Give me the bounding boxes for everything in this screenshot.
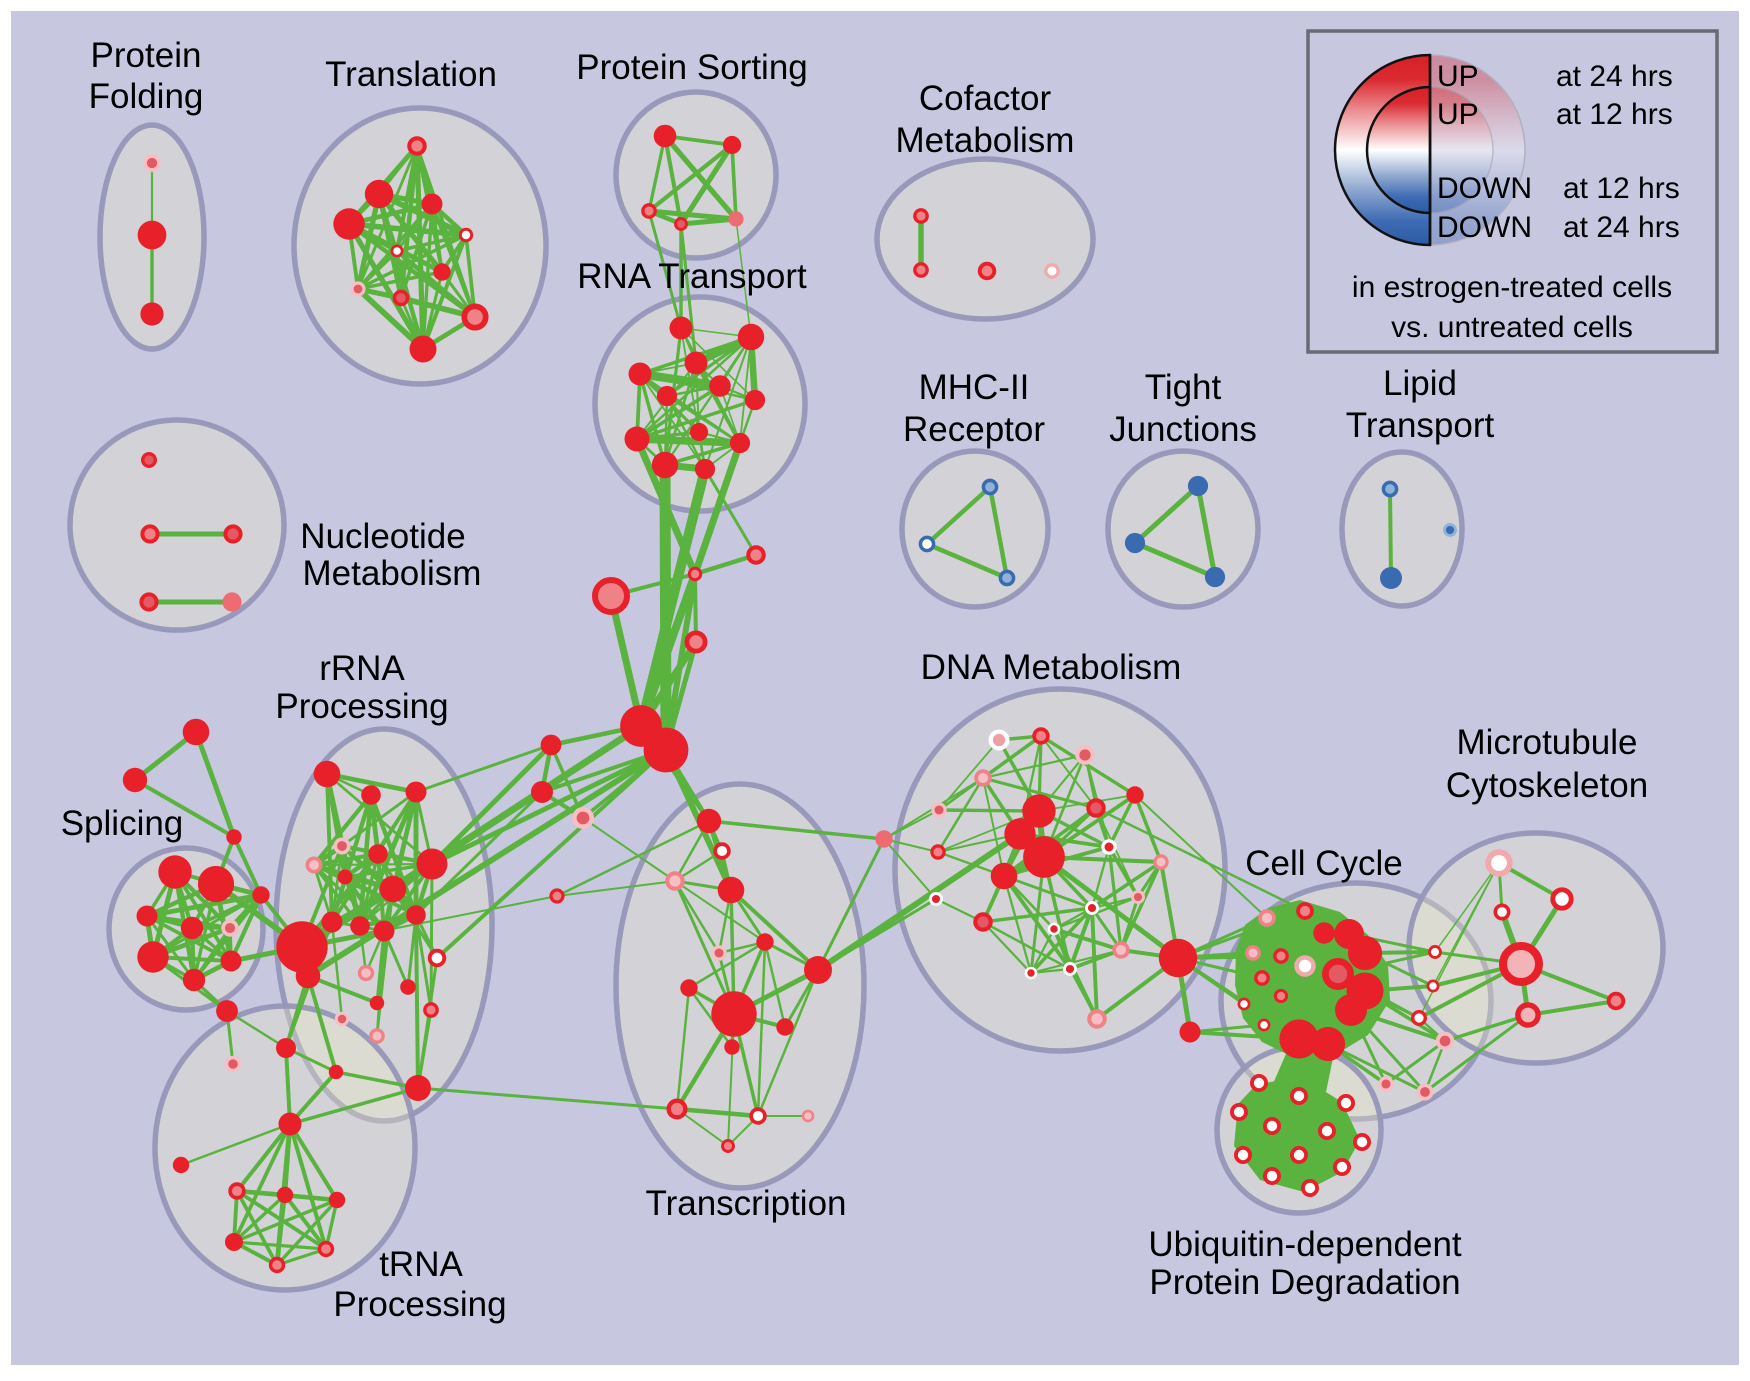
svg-text:Folding: Folding bbox=[89, 77, 204, 116]
svg-text:Lipid: Lipid bbox=[1383, 364, 1457, 403]
svg-text:Microtubule: Microtubule bbox=[1457, 723, 1638, 762]
svg-text:Junctions: Junctions bbox=[1109, 410, 1257, 449]
svg-text:DNA Metabolism: DNA Metabolism bbox=[921, 648, 1182, 687]
svg-text:Protein Sorting: Protein Sorting bbox=[576, 48, 808, 87]
svg-text:UP: UP bbox=[1437, 98, 1479, 131]
svg-text:DOWN: DOWN bbox=[1437, 211, 1532, 244]
svg-text:Ubiquitin-dependent: Ubiquitin-dependent bbox=[1148, 1225, 1462, 1264]
svg-text:Processing: Processing bbox=[333, 1285, 506, 1324]
svg-text:Protein: Protein bbox=[91, 36, 202, 75]
svg-text:Receptor: Receptor bbox=[903, 410, 1045, 449]
svg-text:at 12 hrs: at 12 hrs bbox=[1563, 172, 1680, 205]
svg-text:Cofactor: Cofactor bbox=[919, 79, 1052, 118]
svg-text:Metabolism: Metabolism bbox=[896, 121, 1075, 160]
svg-text:at 24 hrs: at 24 hrs bbox=[1563, 211, 1680, 244]
svg-text:MHC-II: MHC-II bbox=[919, 368, 1030, 407]
svg-text:Cytoskeleton: Cytoskeleton bbox=[1446, 766, 1648, 805]
svg-text:in estrogen-treated cells: in estrogen-treated cells bbox=[1352, 271, 1672, 304]
svg-text:Metabolism: Metabolism bbox=[303, 554, 482, 593]
svg-text:Nucleotide: Nucleotide bbox=[300, 517, 465, 556]
svg-text:at 12 hrs: at 12 hrs bbox=[1556, 98, 1673, 131]
svg-text:Translation: Translation bbox=[325, 55, 497, 94]
svg-text:Cell Cycle: Cell Cycle bbox=[1245, 844, 1403, 883]
svg-text:Tight: Tight bbox=[1145, 368, 1222, 407]
svg-text:Transcription: Transcription bbox=[646, 1184, 847, 1223]
svg-text:RNA Transport: RNA Transport bbox=[577, 257, 807, 296]
svg-text:Transport: Transport bbox=[1346, 406, 1495, 445]
svg-text:UP: UP bbox=[1437, 60, 1479, 93]
svg-text:Splicing: Splicing bbox=[61, 804, 184, 843]
svg-text:DOWN: DOWN bbox=[1437, 172, 1532, 205]
svg-text:tRNA: tRNA bbox=[379, 1245, 463, 1284]
svg-text:vs. untreated cells: vs. untreated cells bbox=[1391, 311, 1633, 344]
svg-text:rRNA: rRNA bbox=[319, 649, 405, 688]
svg-text:Processing: Processing bbox=[275, 687, 448, 726]
svg-text:at 24 hrs: at 24 hrs bbox=[1556, 60, 1673, 93]
svg-text:Protein Degradation: Protein Degradation bbox=[1149, 1263, 1460, 1302]
